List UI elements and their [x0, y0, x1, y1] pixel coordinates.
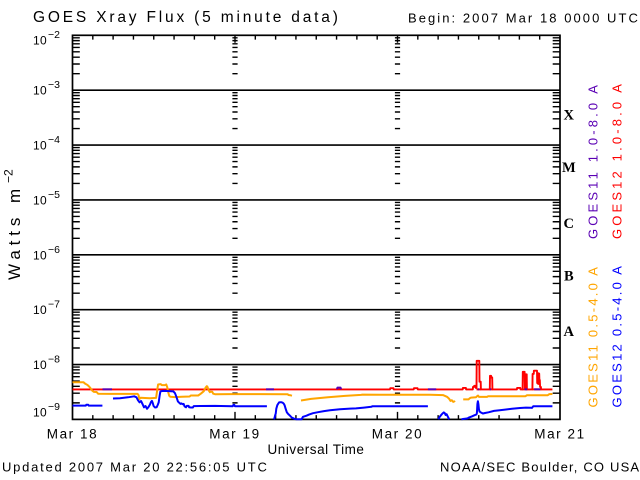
svg-text:Mar 18: Mar 18 — [47, 427, 98, 442]
svg-text:GOES11 1.0-8.0 A: GOES11 1.0-8.0 A — [586, 82, 601, 239]
svg-text:GOES Xray Flux (5 minute data): GOES Xray Flux (5 minute data) — [33, 9, 341, 26]
svg-text:C: C — [564, 216, 574, 232]
svg-text:A: A — [564, 324, 575, 340]
svg-text:B: B — [564, 268, 574, 284]
svg-text:Mar 21: Mar 21 — [534, 427, 585, 442]
svg-text:GOES11 0.5-4.0 A: GOES11 0.5-4.0 A — [586, 265, 601, 408]
svg-text:Watts m−2: Watts m−2 — [2, 169, 25, 280]
svg-text:Mar 20: Mar 20 — [372, 427, 423, 442]
svg-text:M: M — [562, 160, 576, 176]
svg-text:GOES12 1.0-8.0 A: GOES12 1.0-8.0 A — [610, 81, 625, 239]
svg-text:GOES12 0.5-4.0 A: GOES12 0.5-4.0 A — [610, 264, 625, 408]
svg-text:X: X — [564, 108, 575, 124]
svg-text:Updated 2007 Mar 20 22:56:05 U: Updated 2007 Mar 20 22:56:05 UTC — [2, 460, 269, 475]
svg-text:Begin: 2007 Mar 18 0000 UTC: Begin: 2007 Mar 18 0000 UTC — [408, 11, 640, 26]
svg-text:Mar 19: Mar 19 — [209, 427, 260, 442]
svg-text:NOAA/SEC Boulder, CO USA: NOAA/SEC Boulder, CO USA — [440, 460, 640, 475]
svg-text:Universal Time: Universal Time — [268, 442, 365, 457]
